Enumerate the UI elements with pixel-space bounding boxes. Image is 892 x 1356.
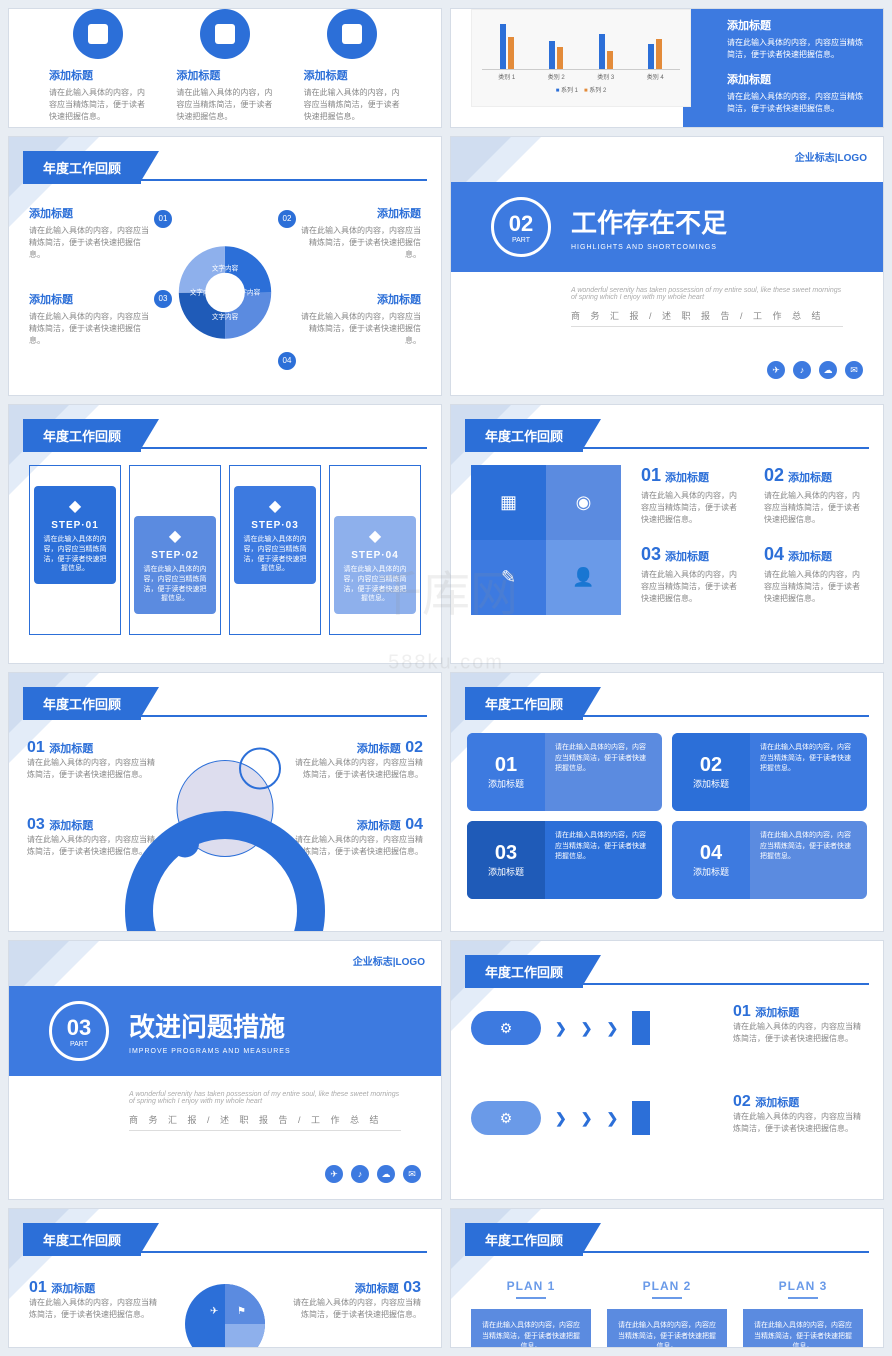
slide-7: 年度工作回顾 01 添加标题请在此输入具体的内容，内容应当精炼简洁，便于读者快速… [8, 672, 442, 932]
slide2-title: 添加标题 [727, 17, 867, 33]
s3-left-col: 添加标题请在此输入具体的内容，内容应当精炼简洁，便于读者快速把握信息。 添加标题… [29, 205, 149, 377]
slide2-desc: 请在此输入具体的内容，内容应当精炼简洁，便于读者快速把握信息。 [727, 37, 867, 61]
vertical-bar [632, 1101, 650, 1135]
slide-10: 年度工作回顾 ⚙❯❯❯01 添加标题请在此输入具体的内容，内容应当精炼简洁，便于… [450, 940, 884, 1200]
svg-text:文字内容: 文字内容 [190, 288, 217, 297]
chevron-icon: ❯ [555, 1020, 567, 1037]
feature-icon [327, 9, 377, 59]
plan-column: PLAN 2请在此输入具体的内容，内容应当精炼简洁，便于读者快速把握信息。 [607, 1279, 727, 1348]
pill-icon: ⚙ [471, 1011, 541, 1045]
plane-icon[interactable]: ✈ [767, 361, 785, 379]
grid-cell-icon: ▦ [471, 465, 546, 540]
info-card: 01添加标题请在此输入具体的内容，内容应当精炼简洁，便于读者快速把握信息。 [467, 733, 662, 811]
chevron-icon: ❯ [606, 1020, 618, 1037]
slide-section-02: 企业标志|LOGO 02 PART 工作存在不足 HIGHLIGHTS AND … [450, 136, 884, 396]
bar-group [500, 24, 514, 69]
slide-grid: 添加标题请在此输入具体的内容，内容应当精炼简洁，便于读者快速把握信息。添加标题请… [8, 8, 884, 1348]
step-column: ◆STEP·01请在此输入具体的内容，内容应当精炼简洁，便于读者快速把握信息。 [29, 465, 121, 635]
slide-11: 年度工作回顾 01 添加标题请在此输入具体的内容，内容应当精炼简洁，便于读者快速… [8, 1208, 442, 1348]
step-box: ◆STEP·02请在此输入具体的内容，内容应当精炼简洁，便于读者快速把握信息。 [134, 516, 216, 614]
slide-12-plans: 年度工作回顾 PLAN 1请在此输入具体的内容，内容应当精炼简洁，便于读者快速把… [450, 1208, 884, 1348]
bar-group [599, 34, 613, 69]
s1-item: 添加标题请在此输入具体的内容，内容应当精炼简洁，便于读者快速把握信息。 [176, 9, 273, 123]
slide-8-cards: 年度工作回顾 01添加标题请在此输入具体的内容，内容应当精炼简洁，便于读者快速把… [450, 672, 884, 932]
section-band: 02 PART 工作存在不足 HIGHLIGHTS AND SHORTCOMIN… [451, 182, 883, 272]
slide2-desc2: 请在此输入具体的内容，内容应当精炼简洁，便于读者快速把握信息。 [727, 91, 867, 115]
share-icons: ✈ ♪ ☁ ✉ [767, 361, 863, 379]
chevron-icon: ❯ [606, 1110, 618, 1127]
svg-text:文字内容: 文字内容 [212, 312, 239, 321]
slide-2: 类别 1类别 2类别 3类别 4 ■ 系列 1 ■ 系列 2 添加标题 请在此输… [450, 8, 884, 128]
feature-icon [73, 9, 123, 59]
bar-group [648, 39, 662, 69]
s6-item: 04添加标题请在此输入具体的内容，内容应当精炼简洁，便于读者快速把握信息。 [764, 544, 867, 605]
bar-chart: 类别 1类别 2类别 3类别 4 ■ 系列 1 ■ 系列 2 [471, 9, 691, 107]
slide-1: 添加标题请在此输入具体的内容，内容应当精炼简洁，便于读者快速把握信息。添加标题请… [8, 8, 442, 128]
chevron-icon: ❯ [555, 1110, 567, 1127]
s6-item: 03添加标题请在此输入具体的内容，内容应当精炼简洁，便于读者快速把握信息。 [641, 544, 744, 605]
section-number-circle: 02 PART [491, 197, 551, 257]
mail-icon[interactable]: ✉ [845, 361, 863, 379]
step-box: ◆STEP·03请在此输入具体的内容，内容应当精炼简洁，便于读者快速把握信息。 [234, 486, 316, 584]
slide-6-grid: 年度工作回顾 ▦◉✎👤 01添加标题请在此输入具体的内容，内容应当精炼简洁，便于… [450, 404, 884, 664]
step-column: ◆STEP·03请在此输入具体的内容，内容应当精炼简洁，便于读者快速把握信息。 [229, 465, 321, 635]
cloud-icon[interactable]: ☁ [819, 361, 837, 379]
logo-text: 企业标志|LOGO [795, 149, 867, 164]
slide-3: 年度工作回顾 添加标题请在此输入具体的内容，内容应当精炼简洁，便于读者快速把握信… [8, 136, 442, 396]
grid-cell-icon: ✎ [471, 540, 546, 615]
chevron-icon: ❯ [581, 1020, 593, 1037]
plan-column: PLAN 1请在此输入具体的内容，内容应当精炼简洁，便于读者快速把握信息。 [471, 1279, 591, 1348]
slide-5-steps: 年度工作回顾 ◆STEP·01请在此输入具体的内容，内容应当精炼简洁，便于读者快… [8, 404, 442, 664]
svg-text:⚑: ⚑ [237, 1306, 246, 1317]
feature-icon [200, 9, 250, 59]
step-column: ◆STEP·04请在此输入具体的内容，内容应当精炼简洁，便于读者快速把握信息。 [329, 465, 421, 635]
chevron-icon: ❯ [581, 1110, 593, 1127]
pill-icon: ⚙ [471, 1101, 541, 1135]
s10-text: 01 添加标题请在此输入具体的内容，内容应当精炼简洁，便于读者快速把握信息。 [733, 1003, 863, 1045]
slide2-title2: 添加标题 [727, 71, 867, 87]
step-box: ◆STEP·04请在此输入具体的内容，内容应当精炼简洁，便于读者快速把握信息。 [334, 516, 416, 614]
slide-section-03: 企业标志|LOGO 03 PART 改进问题措施 IMPROVE PROGRAM… [8, 940, 442, 1200]
svg-text:✈: ✈ [210, 1306, 218, 1317]
s3-right-col: 添加标题请在此输入具体的内容，内容应当精炼简洁，便于读者快速把握信息。 添加标题… [301, 205, 421, 377]
plane-icon[interactable]: ✈ [325, 1165, 343, 1183]
info-card: 03添加标题请在此输入具体的内容，内容应当精炼简洁，便于读者快速把握信息。 [467, 821, 662, 899]
info-card: 02添加标题请在此输入具体的内容，内容应当精炼简洁，便于读者快速把握信息。 [672, 733, 867, 811]
music-icon[interactable]: ♪ [351, 1165, 369, 1183]
info-card: 04添加标题请在此输入具体的内容，内容应当精炼简洁，便于读者快速把握信息。 [672, 821, 867, 899]
vertical-bar [632, 1011, 650, 1045]
donut-chart: 文字内容 文字内容 文字内容 文字内容 [170, 238, 280, 353]
section-title: 工作存在不足 [571, 203, 727, 240]
bar-group [549, 41, 563, 69]
music-icon[interactable]: ♪ [793, 361, 811, 379]
s10-text: 02 添加标题请在此输入具体的内容，内容应当精炼简洁，便于读者快速把握信息。 [733, 1093, 863, 1135]
plan-column: PLAN 3请在此输入具体的内容，内容应当精炼简洁，便于读者快速把握信息。 [743, 1279, 863, 1348]
cloud-icon[interactable]: ☁ [377, 1165, 395, 1183]
pie-chart: ✈ ⚑ [175, 1274, 275, 1348]
slide2-text: 添加标题 请在此输入具体的内容，内容应当精炼简洁，便于读者快速把握信息。 添加标… [727, 17, 867, 115]
mail-icon[interactable]: ✉ [403, 1165, 421, 1183]
step-box: ◆STEP·01请在此输入具体的内容，内容应当精炼简洁，便于读者快速把握信息。 [34, 486, 116, 584]
svg-text:文字内容: 文字内容 [234, 288, 261, 297]
section-desc: A wonderful serenity has taken possessio… [571, 287, 843, 327]
section-subtitle: HIGHLIGHTS AND SHORTCOMINGS [571, 244, 727, 251]
step-column: ◆STEP·02请在此输入具体的内容，内容应当精炼简洁，便于读者快速把握信息。 [129, 465, 221, 635]
s1-item: 添加标题请在此输入具体的内容，内容应当精炼简洁，便于读者快速把握信息。 [304, 9, 401, 123]
s6-item: 01添加标题请在此输入具体的内容，内容应当精炼简洁，便于读者快速把握信息。 [641, 465, 744, 526]
s1-item: 添加标题请在此输入具体的内容，内容应当精炼简洁，便于读者快速把握信息。 [49, 9, 146, 123]
grid-cell-icon: 👤 [546, 540, 621, 615]
grid-cell-icon: ◉ [546, 465, 621, 540]
s6-item: 02添加标题请在此输入具体的内容，内容应当精炼简洁，便于读者快速把握信息。 [764, 465, 867, 526]
svg-text:文字内容: 文字内容 [212, 264, 239, 273]
